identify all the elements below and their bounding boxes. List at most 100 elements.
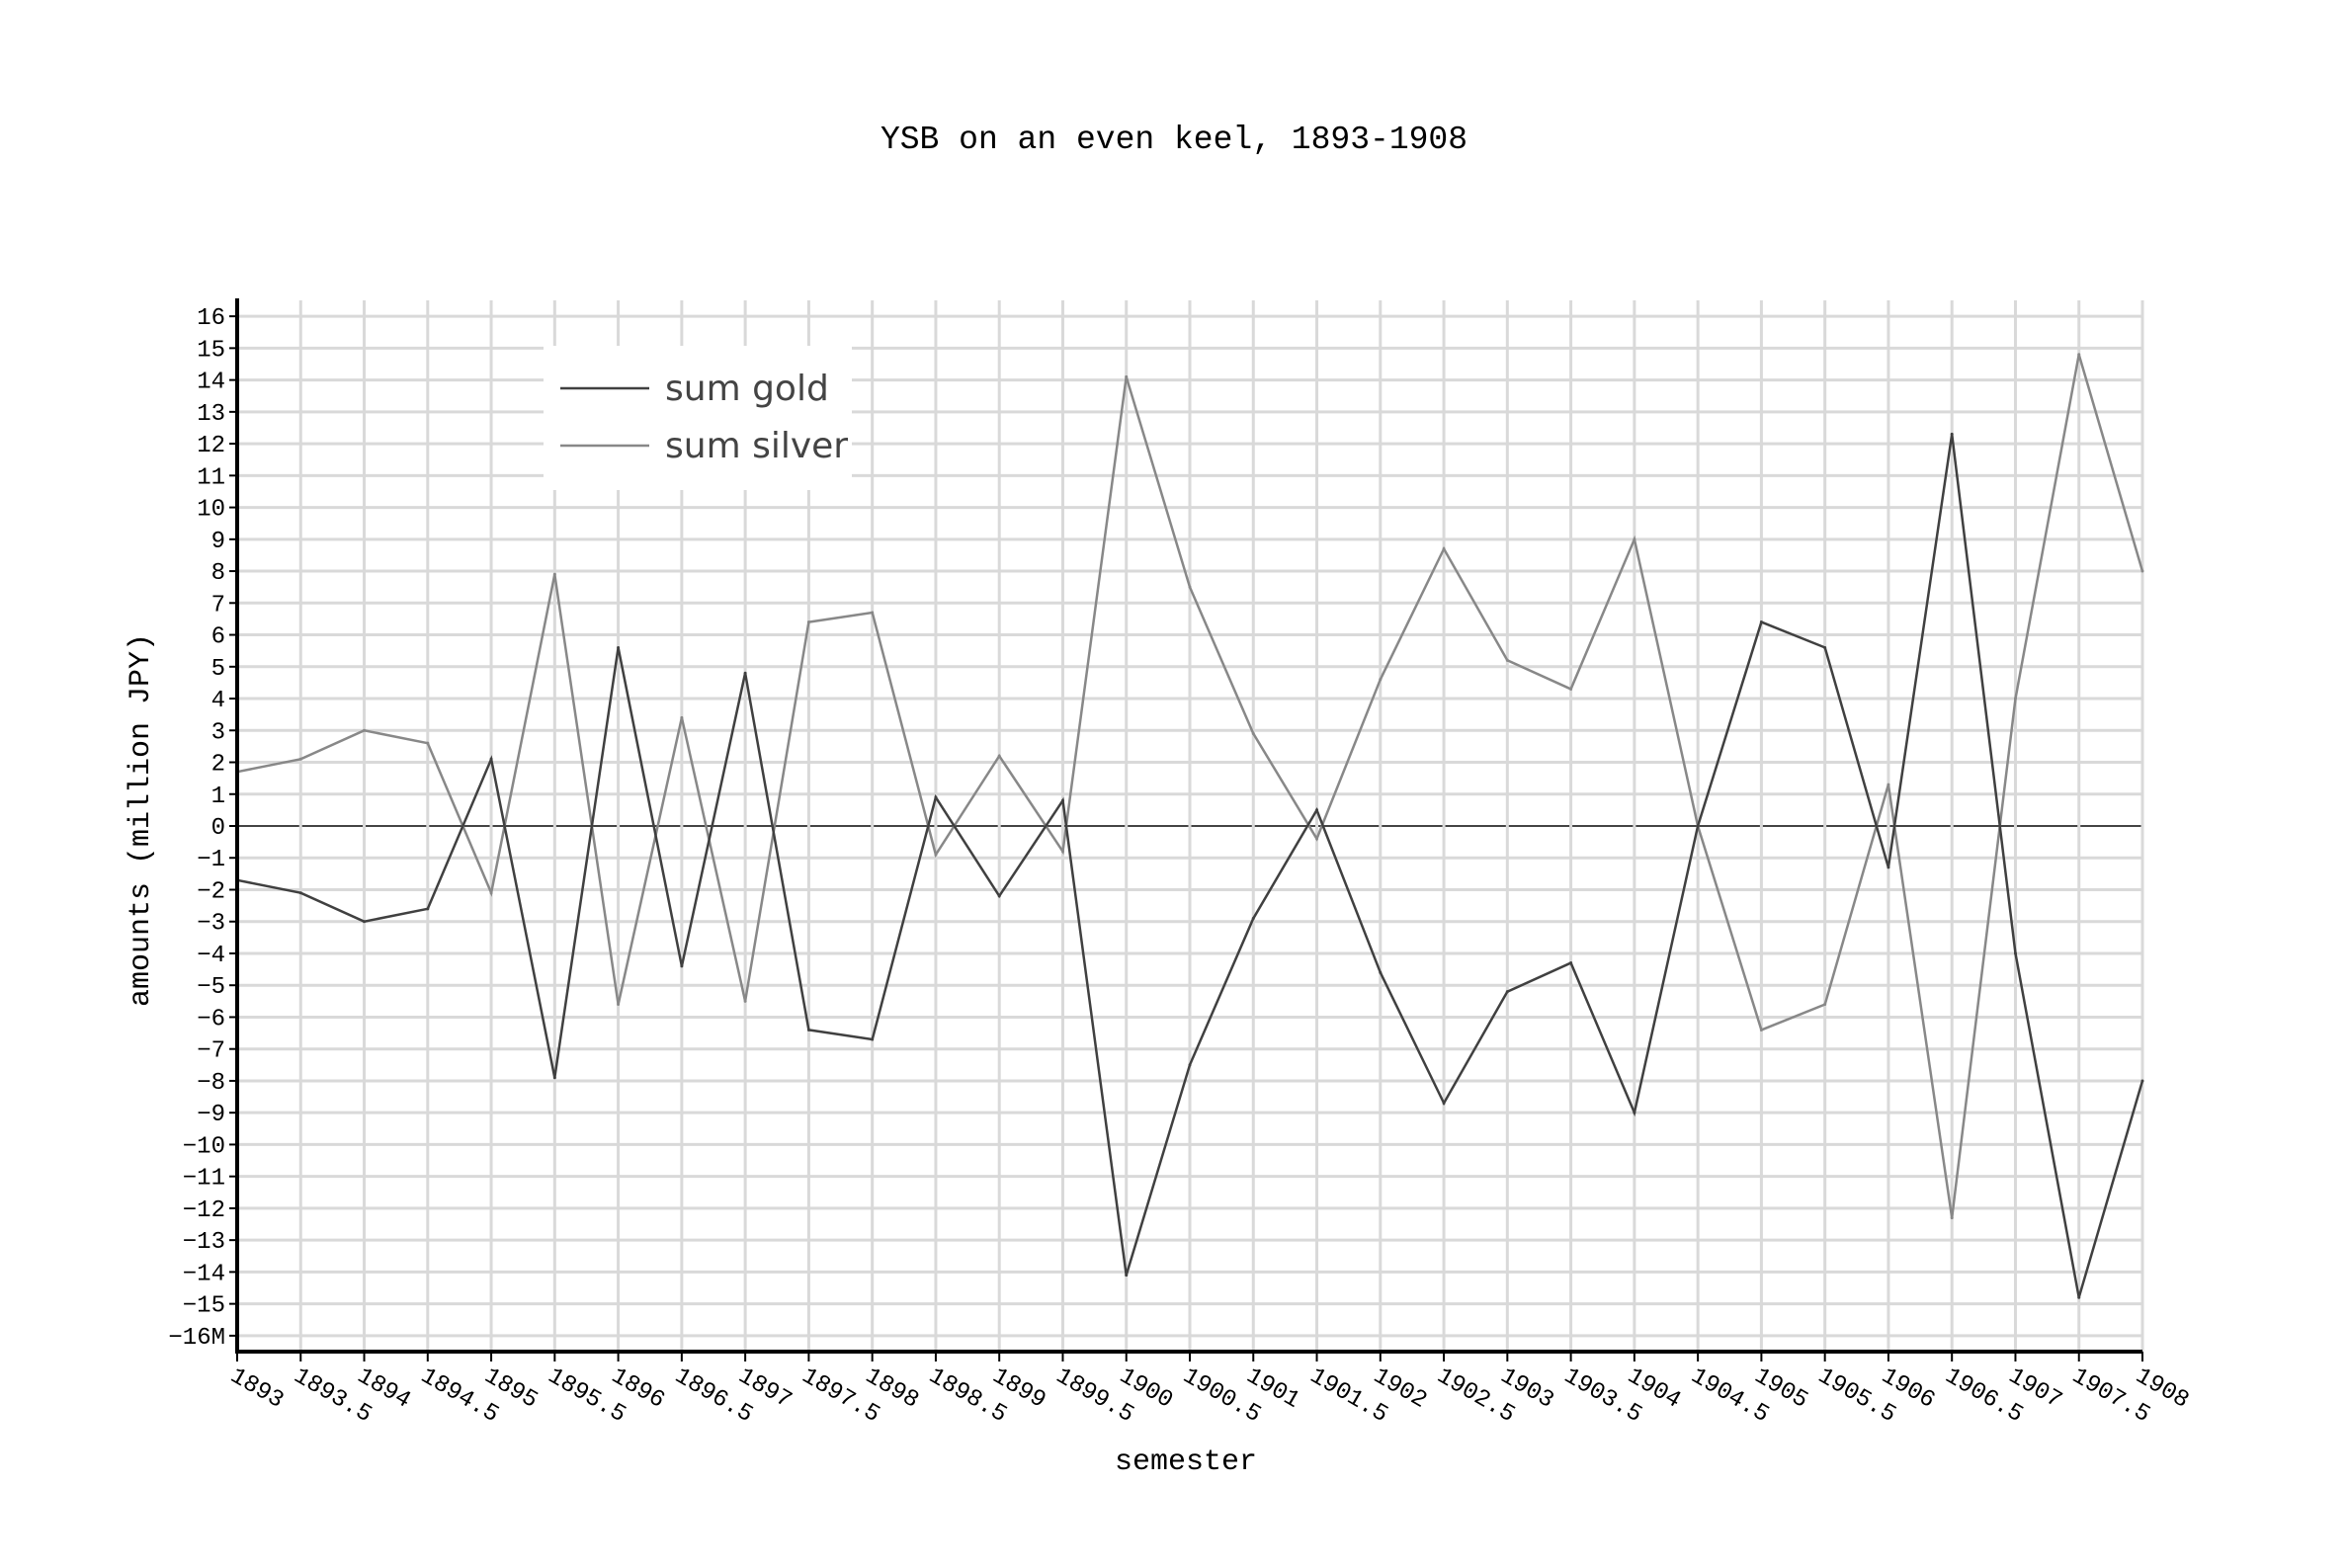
y-axis-title: amounts (million JPY): [125, 633, 158, 1007]
data-point-sum-silver: [1759, 1028, 1763, 1032]
data-point-sum-silver: [1569, 687, 1573, 691]
y-tick-label: −10: [183, 1133, 225, 1160]
data-point-sum-silver: [1125, 374, 1129, 378]
x-axis-title: semester: [1115, 1445, 1257, 1479]
data-point-sum-gold: [1823, 645, 1827, 649]
data-point-sum-gold: [1188, 1063, 1192, 1067]
data-point-sum-gold: [1505, 990, 1509, 994]
legend-label-sum-silver: sum silver: [665, 426, 848, 466]
data-point-sum-gold: [363, 920, 367, 924]
x-tick-label: 1893: [225, 1363, 288, 1415]
data-point-sum-gold: [871, 1037, 875, 1041]
data-point-sum-silver: [1188, 585, 1192, 589]
data-point-sum-silver: [363, 728, 367, 732]
data-point-sum-silver: [871, 611, 875, 615]
data-point-sum-gold: [1125, 1274, 1129, 1278]
y-tick-label: 15: [197, 337, 225, 364]
y-tick-label: 7: [211, 592, 225, 619]
chart-title: YSB on an even keel, 1893-1908: [880, 122, 1468, 158]
y-tick-label: −7: [197, 1038, 225, 1065]
data-point-sum-gold: [1379, 970, 1383, 974]
y-tick-label: 11: [197, 464, 225, 491]
data-point-sum-gold: [552, 1076, 556, 1080]
y-tick-label: −14: [183, 1261, 225, 1287]
y-tick-label: −16M: [168, 1325, 225, 1352]
data-point-sum-gold: [997, 894, 1001, 898]
y-tick-label: 5: [211, 656, 225, 683]
y-tick-label: 13: [197, 401, 225, 428]
data-point-sum-gold: [743, 671, 747, 675]
y-tick-label: 6: [211, 624, 225, 651]
y-tick-label: 10: [197, 497, 225, 524]
data-point-sum-silver: [1060, 850, 1064, 854]
y-tick-label: −15: [183, 1293, 225, 1320]
data-point-sum-gold: [1887, 866, 1890, 869]
data-point-sum-silver: [617, 1003, 621, 1007]
data-point-sum-gold: [1696, 824, 1700, 828]
data-point-sum-silver: [1823, 1003, 1827, 1007]
y-tick-label: 8: [211, 560, 225, 587]
data-point-sum-gold: [1633, 1111, 1636, 1114]
data-point-sum-gold: [806, 1028, 810, 1032]
data-point-sum-gold: [1060, 798, 1064, 802]
data-point-sum-gold: [934, 795, 938, 799]
y-tick-label: −11: [183, 1166, 225, 1193]
y-tick-label: −13: [183, 1229, 225, 1256]
data-point-sum-silver: [1251, 731, 1255, 735]
data-point-sum-gold: [298, 891, 302, 895]
y-tick-label: −2: [197, 878, 225, 905]
data-point-sum-silver: [1633, 537, 1636, 541]
data-point-sum-silver: [298, 757, 302, 761]
y-tick-label: −1: [197, 847, 225, 873]
data-point-sum-gold: [1759, 620, 1763, 624]
data-point-sum-gold: [617, 645, 621, 649]
y-axis-ticks: 161514131211109876543210−1−2−3−4−5−6−7−8…: [168, 305, 237, 1352]
y-tick-label: −12: [183, 1197, 225, 1224]
data-point-sum-silver: [743, 999, 747, 1003]
data-point-sum-gold: [1950, 432, 1954, 436]
data-point-sum-silver: [997, 754, 1001, 758]
data-point-sum-silver: [2077, 353, 2081, 357]
y-tick-label: −3: [197, 911, 225, 938]
legend: sum gold sum silver: [544, 346, 852, 490]
y-tick-label: 2: [211, 752, 225, 779]
y-tick-label: 0: [211, 815, 225, 842]
y-tick-label: −5: [197, 974, 225, 1001]
data-point-sum-gold: [489, 757, 493, 761]
data-point-sum-silver: [680, 715, 684, 719]
data-point-sum-gold: [2013, 951, 2017, 955]
y-tick-label: −9: [197, 1102, 225, 1128]
y-tick-label: −4: [197, 943, 225, 969]
legend-label-sum-gold: sum gold: [665, 369, 829, 409]
data-point-sum-silver: [806, 620, 810, 624]
data-point-sum-gold: [2140, 1079, 2144, 1083]
legend-background: [544, 346, 852, 490]
y-tick-label: 1: [211, 784, 225, 810]
y-tick-label: 3: [211, 719, 225, 746]
data-point-sum-silver: [489, 891, 493, 895]
data-point-sum-silver: [934, 853, 938, 857]
data-point-sum-gold: [1442, 1102, 1446, 1106]
data-point-sum-gold: [2077, 1295, 2081, 1299]
data-point-sum-silver: [1887, 783, 1890, 786]
y-tick-label: 14: [197, 370, 225, 396]
data-point-sum-gold: [1569, 961, 1573, 965]
y-tick-label: 12: [197, 433, 225, 459]
grid: [235, 300, 2144, 1352]
data-point-sum-gold: [1315, 808, 1319, 812]
data-point-sum-gold: [680, 964, 684, 968]
data-point-sum-silver: [552, 572, 556, 576]
data-point-sum-silver: [2013, 697, 2017, 701]
data-point-sum-silver: [1505, 658, 1509, 662]
data-point-sum-gold: [426, 907, 430, 911]
data-point-sum-silver: [1950, 1216, 1954, 1220]
y-tick-label: 16: [197, 305, 225, 332]
data-point-sum-silver: [2140, 569, 2144, 573]
y-tick-label: −6: [197, 1006, 225, 1032]
series-lines: [235, 353, 2144, 1299]
data-point-sum-silver: [1442, 546, 1446, 550]
y-tick-label: 4: [211, 688, 225, 714]
y-tick-label: −8: [197, 1070, 225, 1097]
